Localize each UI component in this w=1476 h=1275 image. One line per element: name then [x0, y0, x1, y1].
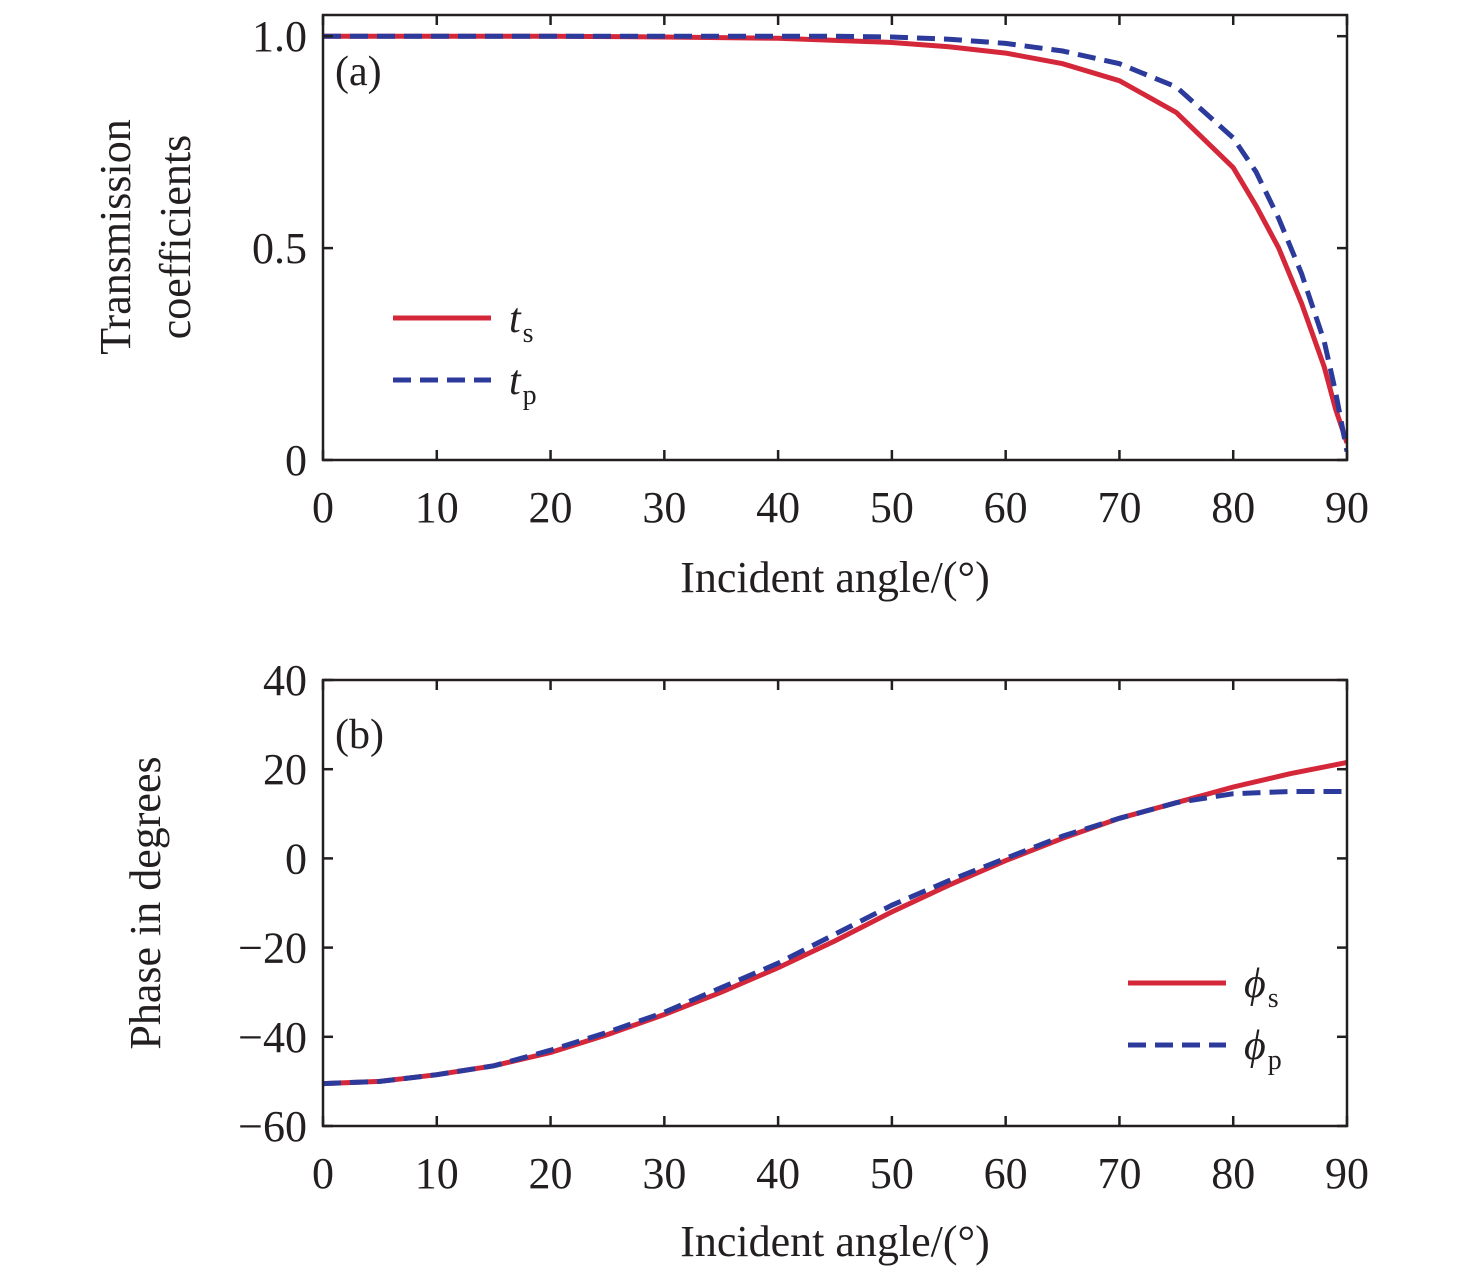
x-tick-label: 30 — [642, 483, 686, 532]
legend-label-p: tp — [509, 358, 537, 411]
y-tick-label: −60 — [238, 1102, 307, 1151]
series-line-p — [323, 33, 1347, 452]
x-tick-label: 50 — [870, 483, 914, 532]
x-tick-label: 50 — [870, 1149, 914, 1198]
x-tick-label: 90 — [1325, 483, 1369, 532]
panel-label: (a) — [335, 49, 382, 95]
y-tick-label: 0.5 — [252, 224, 307, 273]
x-tick-label: 20 — [529, 483, 573, 532]
y-tick-label: 0 — [285, 834, 307, 883]
y-tick-label: 1.0 — [252, 12, 307, 61]
legend-label-p: ϕp — [1244, 1023, 1282, 1076]
legend-label-s: ts — [509, 296, 534, 349]
panel-label: (b) — [335, 712, 384, 758]
x-tick-label: 10 — [415, 1149, 459, 1198]
y-tick-label: 0 — [285, 436, 307, 485]
x-tick-label: 90 — [1325, 1149, 1369, 1198]
x-tick-label: 80 — [1211, 1149, 1255, 1198]
panel-b-phase-chart: 0 10 20 30 40 50 60 70 80 90 −60 −40 −20 0 20 40 Inciden… — [121, 656, 1369, 1266]
x-tick-label: 80 — [1211, 483, 1255, 532]
x-tick-label: 40 — [756, 1149, 800, 1198]
x-tick-label: 60 — [984, 1149, 1028, 1198]
panel-a-transmission-chart: 0 10 20 30 40 50 60 70 80 90 0 0.5 1.0 Incident angle… — [91, 12, 1369, 602]
x-tick-label: 30 — [642, 1149, 686, 1198]
y-tick-label: −40 — [238, 1013, 307, 1062]
legend: ϕs ϕp — [1128, 961, 1282, 1076]
plot-frame — [321, 13, 1349, 462]
y-axis-label: coefficients — [151, 135, 200, 339]
plot-frame — [321, 678, 1349, 1128]
x-tick-label: 60 — [984, 483, 1028, 532]
series-line-s — [323, 760, 1347, 1087]
x-tick-label: 10 — [415, 483, 459, 532]
x-tick-label: 40 — [756, 483, 800, 532]
y-axis-label: Phase in degrees — [121, 756, 170, 1049]
legend-label-s: ϕs — [1244, 961, 1279, 1014]
series-line-p — [323, 789, 1347, 1087]
y-tick-label: 40 — [263, 656, 307, 705]
x-tick-label: 70 — [1097, 1149, 1141, 1198]
x-tick-label: 0 — [312, 483, 334, 532]
x-axis-label: Incident angle/(°) — [680, 553, 990, 602]
legend: ts tp — [393, 296, 537, 411]
y-tick-label: −20 — [238, 924, 307, 973]
x-tick-label: 0 — [312, 1149, 334, 1198]
y-tick-label: 20 — [263, 745, 307, 794]
y-axis-label: Transmission — [91, 119, 140, 355]
x-axis-label: Incident angle/(°) — [680, 1217, 990, 1266]
x-tick-label: 70 — [1097, 483, 1141, 532]
x-tick-label: 20 — [529, 1149, 573, 1198]
